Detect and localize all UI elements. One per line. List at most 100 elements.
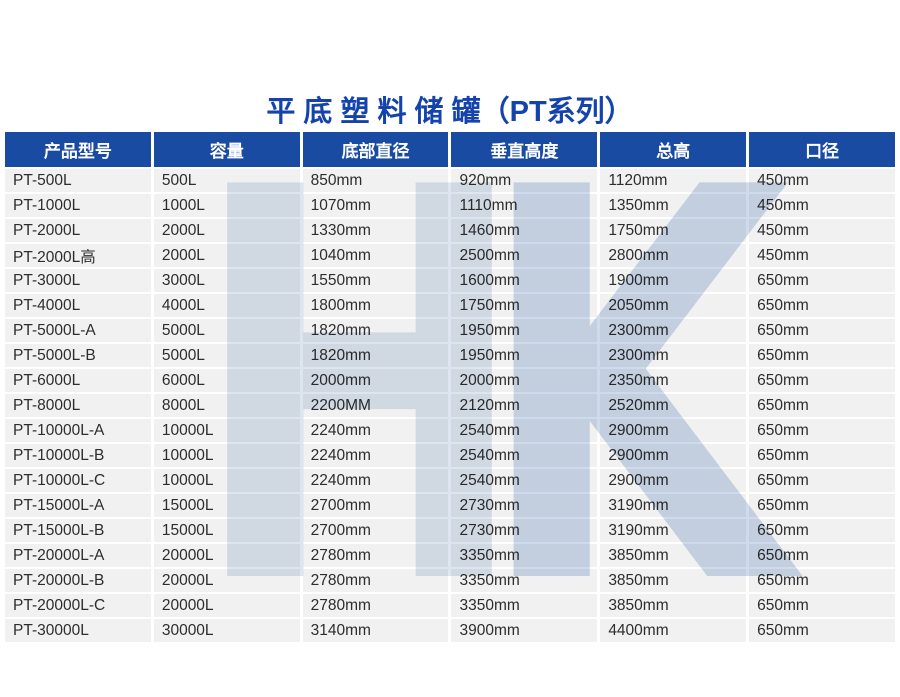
table-cell: 2900mm	[600, 444, 747, 467]
table-cell: 1350mm	[600, 194, 747, 217]
table-cell: 15000L	[153, 494, 300, 517]
table-cell: 2300mm	[600, 344, 747, 367]
table-cell: 2700mm	[302, 519, 449, 542]
table-cell: 1820mm	[302, 319, 449, 342]
table-cell: PT-5000L-A	[5, 319, 151, 342]
table-cell: 1460mm	[451, 219, 598, 242]
table-cell: 650mm	[749, 269, 895, 292]
table-cell: 500L	[153, 169, 300, 192]
table-cell: 1600mm	[451, 269, 598, 292]
table-cell: 2240mm	[302, 419, 449, 442]
table-cell: 2700mm	[302, 494, 449, 517]
table-cell: 1550mm	[302, 269, 449, 292]
header-row: 产品型号 容量 底部直径 垂直高度 总高 口径	[5, 132, 895, 167]
table-cell: 5000L	[153, 319, 300, 342]
table-cell: 1330mm	[302, 219, 449, 242]
table-cell: 1040mm	[302, 244, 449, 267]
table-cell: 2730mm	[451, 494, 598, 517]
column-header: 产品型号	[5, 132, 151, 167]
table-cell: 20000L	[153, 594, 300, 617]
table-row: PT-10000L-B 10000L 2240mm 2540mm 2900mm 650mm	[5, 444, 895, 467]
table-cell: 6000L	[153, 369, 300, 392]
column-header: 容量	[153, 132, 300, 167]
table-cell: 2350mm	[600, 369, 747, 392]
table-cell: 650mm	[749, 544, 895, 567]
table-cell: 2050mm	[600, 294, 747, 317]
table-cell: 650mm	[749, 344, 895, 367]
column-header: 垂直高度	[451, 132, 598, 167]
table-cell: 1120mm	[600, 169, 747, 192]
table-cell: 1750mm	[451, 294, 598, 317]
table-cell: 8000L	[153, 394, 300, 417]
table-row: PT-20000L-C 20000L 2780mm 3350mm 3850mm 650mm	[5, 594, 895, 617]
table-cell: 3350mm	[451, 544, 598, 567]
column-header: 总高	[600, 132, 747, 167]
table-row: PT-15000L-A 15000L 2700mm 2730mm 3190mm 650mm	[5, 494, 895, 517]
table-cell: 450mm	[749, 169, 895, 192]
table-cell: 2120mm	[451, 394, 598, 417]
table-cell: 2240mm	[302, 469, 449, 492]
table-row: PT-1000L 1000L 1070mm 1110mm 1350mm 450mm	[5, 194, 895, 217]
table-cell: 650mm	[749, 369, 895, 392]
table-cell: PT-3000L	[5, 269, 151, 292]
table-cell: 2200MM	[302, 394, 449, 417]
table-cell: 2500mm	[451, 244, 598, 267]
table-cell: 1900mm	[600, 269, 747, 292]
table-row: PT-8000L 8000L 2200MM 2120mm 2520mm 650mm	[5, 394, 895, 417]
table-cell: 3140mm	[302, 619, 449, 642]
table-row: PT-5000L-A 5000L 1820mm 1950mm 2300mm 650mm	[5, 319, 895, 342]
table-cell: PT-500L	[5, 169, 151, 192]
table-cell: 2240mm	[302, 444, 449, 467]
table-cell: PT-1000L	[5, 194, 151, 217]
table-cell: 3350mm	[451, 569, 598, 592]
table-cell: PT-4000L	[5, 294, 151, 317]
table-cell: 650mm	[749, 619, 895, 642]
table-cell: PT-2000L	[5, 219, 151, 242]
table-cell: 2000L	[153, 219, 300, 242]
table-cell: PT-20000L-C	[5, 594, 151, 617]
table-cell: 1000L	[153, 194, 300, 217]
table-cell: 650mm	[749, 419, 895, 442]
table-cell: 3850mm	[600, 594, 747, 617]
table-cell: 450mm	[749, 219, 895, 242]
table-cell: PT-20000L-A	[5, 544, 151, 567]
table-cell: PT-5000L-B	[5, 344, 151, 367]
table-cell: 3190mm	[600, 494, 747, 517]
spec-table: 产品型号 容量 底部直径 垂直高度 总高 口径 PT-500L 500L 850mm 920mm…	[2, 130, 898, 644]
table-row: PT-10000L-A 10000L 2240mm 2540mm 2900mm 650mm	[5, 419, 895, 442]
table-cell: 650mm	[749, 444, 895, 467]
table-row: PT-10000L-C 10000L 2240mm 2540mm 2900mm 650mm	[5, 469, 895, 492]
column-header: 口径	[749, 132, 895, 167]
table-cell: PT-15000L-A	[5, 494, 151, 517]
table-cell: 2000L	[153, 244, 300, 267]
table-cell: 20000L	[153, 544, 300, 567]
table-row: PT-15000L-B 15000L 2700mm 2730mm 3190mm 650mm	[5, 519, 895, 542]
table-cell: 30000L	[153, 619, 300, 642]
table-cell: 650mm	[749, 519, 895, 542]
table-cell: 20000L	[153, 569, 300, 592]
table-cell: 1950mm	[451, 319, 598, 342]
table-cell: 4000L	[153, 294, 300, 317]
table-cell: 1110mm	[451, 194, 598, 217]
table-cell: 1750mm	[600, 219, 747, 242]
table-cell: 10000L	[153, 444, 300, 467]
table-cell: 2800mm	[600, 244, 747, 267]
table-cell: 650mm	[749, 319, 895, 342]
table-cell: 3000L	[153, 269, 300, 292]
table-cell: 1950mm	[451, 344, 598, 367]
table-cell: 2540mm	[451, 444, 598, 467]
table-cell: 1070mm	[302, 194, 449, 217]
table-body: PT-500L 500L 850mm 920mm 1120mm 450mm PT-1000L…	[5, 169, 895, 642]
table-row: PT-20000L-B 20000L 2780mm 3350mm 3850mm 650mm	[5, 569, 895, 592]
table-cell: 2520mm	[600, 394, 747, 417]
table-cell: 2900mm	[600, 419, 747, 442]
table-cell: PT-10000L-B	[5, 444, 151, 467]
table-cell: 850mm	[302, 169, 449, 192]
table-cell: 450mm	[749, 244, 895, 267]
table-cell: PT-30000L	[5, 619, 151, 642]
table-cell: 2000mm	[302, 369, 449, 392]
table-cell: 10000L	[153, 469, 300, 492]
table-cell: 2780mm	[302, 544, 449, 567]
column-header: 底部直径	[302, 132, 449, 167]
